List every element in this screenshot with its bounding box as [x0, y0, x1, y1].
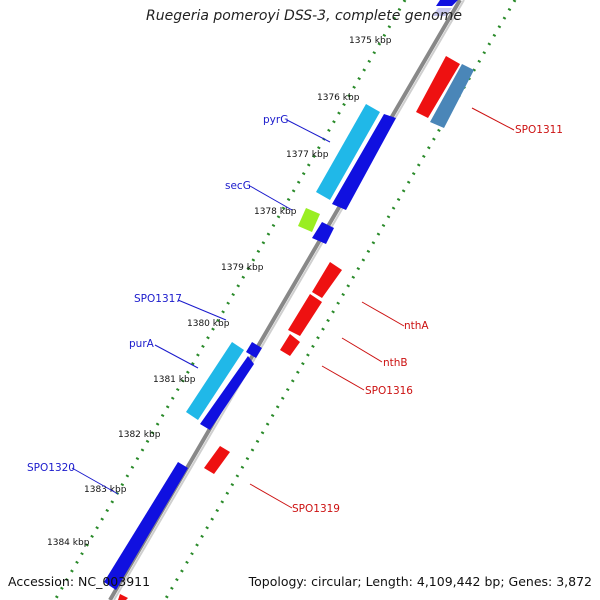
- tick-label: 1384 kbp: [47, 538, 90, 548]
- gene-bottom-partial: [118, 594, 128, 600]
- leader-line: [286, 119, 331, 143]
- gene-label-nthA[interactable]: nthA: [404, 320, 429, 332]
- leader-line: [321, 365, 365, 391]
- gene-SPO1311[interactable]: [430, 64, 474, 128]
- tick-label: 1376 kbp: [317, 93, 360, 103]
- gene-label-purA[interactable]: purA: [129, 338, 155, 350]
- gene-pyrG-partner[interactable]: [332, 114, 396, 210]
- accession-label: Accession: NC_003911: [8, 574, 151, 589]
- gene-label-SPO1320[interactable]: SPO1320: [27, 462, 75, 474]
- gene-purA[interactable]: [186, 342, 244, 420]
- leader-line: [471, 107, 515, 131]
- reverse-gene-labels: SPO1311 nthA nthB SPO1316 SPO1319: [292, 124, 563, 515]
- gene-SPO1319[interactable]: [204, 446, 230, 474]
- topology-label: Topology: circular; Length: 4,109,442 bp…: [248, 574, 592, 589]
- genome-backbone-shadow: [113, 0, 465, 600]
- forward-label-lines: [71, 119, 331, 495]
- tick-label: 1382 kbp: [118, 430, 161, 440]
- gene-label-secG[interactable]: secG: [225, 180, 251, 192]
- leader-line: [249, 185, 293, 211]
- tick-label: 1377 kbp: [286, 150, 329, 160]
- tick-labels: 1375 kbp 1376 kbp 1377 kbp 1378 kbp 1379…: [47, 36, 392, 548]
- leader-line: [177, 299, 227, 321]
- outer-tick-track: [53, 0, 407, 600]
- tick-label: 1380 kbp: [187, 319, 230, 329]
- reverse-strand-genes: [118, 56, 474, 600]
- gene-label-SPO1311[interactable]: SPO1311: [515, 124, 563, 136]
- gene-label-SPO1317[interactable]: SPO1317: [134, 293, 182, 305]
- gene-secG-partner[interactable]: [312, 222, 334, 244]
- gene-SPO1317-small[interactable]: [246, 342, 262, 358]
- leader-line: [361, 301, 405, 327]
- gene-nthB[interactable]: [288, 294, 322, 336]
- forward-strand-genes: [104, 104, 396, 590]
- tick-label: 1383 kbp: [84, 485, 127, 495]
- gene-label-SPO1319[interactable]: SPO1319: [292, 503, 340, 515]
- gene-top-partial: [436, 0, 458, 6]
- map-title: Ruegeria pomeroyi DSS-3, complete genome: [146, 8, 462, 24]
- leader-line: [154, 344, 199, 369]
- gene-purA-partner[interactable]: [200, 356, 254, 430]
- gene-SPO1311-red[interactable]: [416, 56, 460, 118]
- gene-SPO1316[interactable]: [280, 334, 300, 356]
- tick-label: 1375 kbp: [349, 36, 392, 46]
- tick-label: 1378 kbp: [254, 207, 297, 217]
- gene-label-nthB[interactable]: nthB: [383, 357, 408, 369]
- forward-gene-labels: pyrG secG SPO1317 purA SPO1320: [27, 114, 288, 474]
- tick-label: 1381 kbp: [153, 375, 196, 385]
- gene-label-pyrG[interactable]: pyrG: [263, 114, 288, 126]
- gene-nthA[interactable]: [312, 262, 342, 298]
- leader-line: [341, 337, 383, 363]
- gene-label-SPO1316[interactable]: SPO1316: [365, 385, 413, 397]
- leader-line: [71, 467, 119, 495]
- gene-secG[interactable]: [298, 208, 320, 232]
- gene-pyrG[interactable]: [316, 104, 380, 200]
- reverse-label-lines: [249, 107, 515, 509]
- gene-SPO1320[interactable]: [104, 462, 188, 590]
- leader-line: [249, 483, 293, 509]
- tick-label: 1379 kbp: [221, 263, 264, 273]
- gene-top-partial-light: [432, 8, 452, 16]
